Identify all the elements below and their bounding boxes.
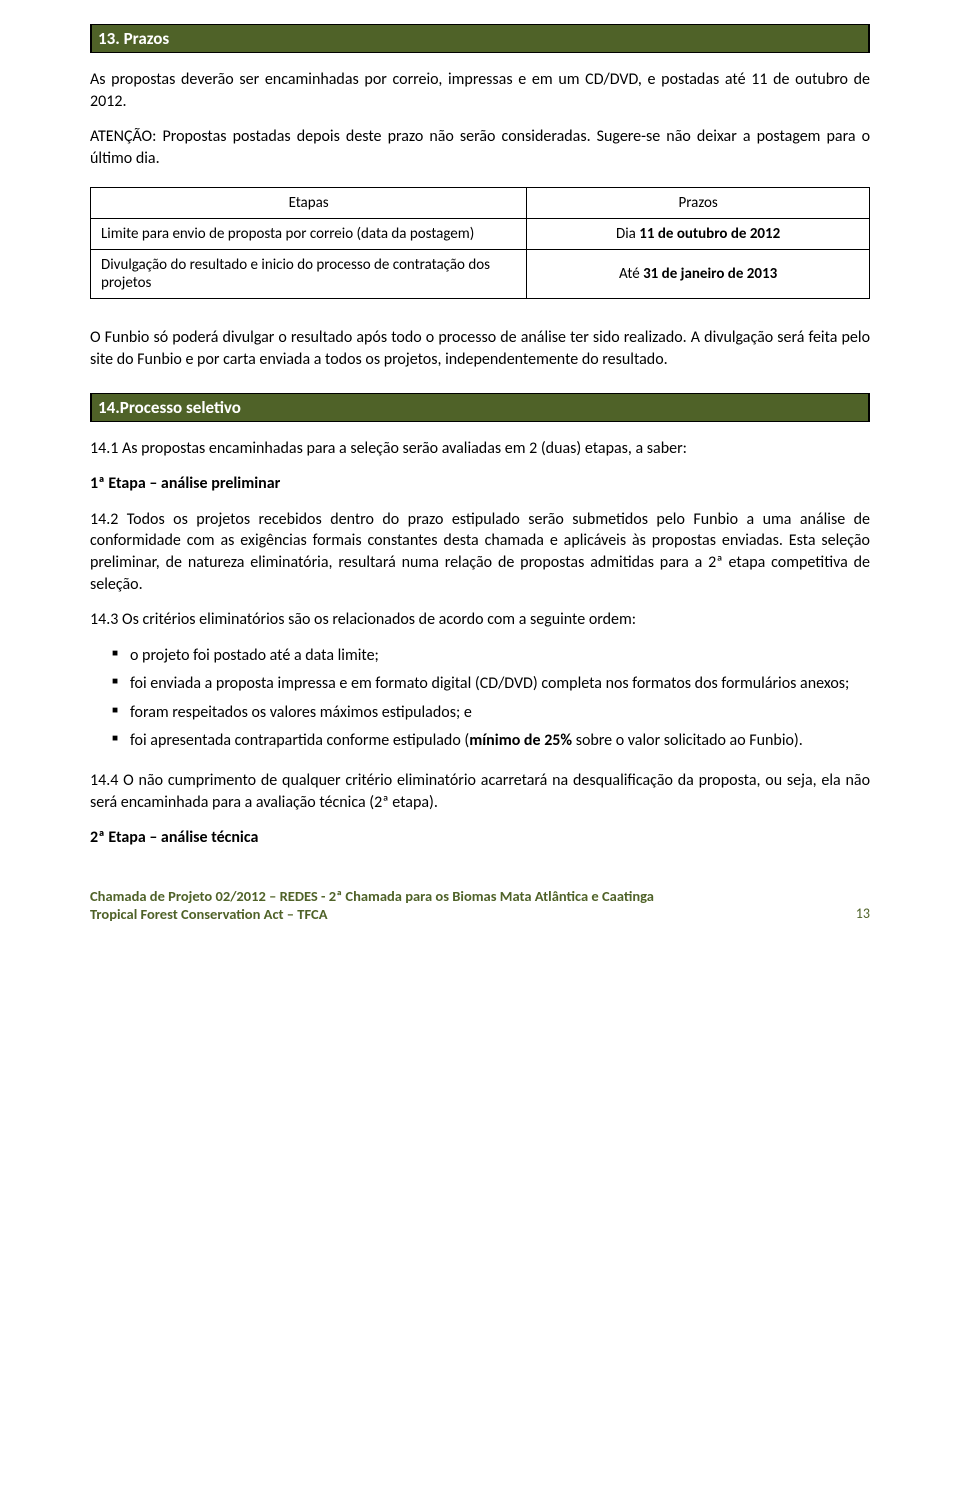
page-footer: Chamada de Projeto 02/2012 – REDES - 2ª …: [90, 887, 870, 923]
table-row: Limite para envio de proposta por correi…: [91, 219, 870, 250]
prazos-table: Etapas Prazos Limite para envio de propo…: [90, 187, 870, 299]
footer-line-2: Tropical Forest Conservation Act – TFCA: [90, 905, 328, 923]
criterios-list: o projeto foi postado até a data limite;…: [90, 645, 870, 753]
table-cell-prazo-prefix: Dia: [616, 225, 639, 243]
table-header-etapas: Etapas: [91, 188, 527, 219]
table-cell-prazo-bold: 11 de outubro de 2012: [639, 225, 780, 243]
section-14-paragraph-1: 14.1 As propostas encaminhadas para a se…: [90, 438, 870, 460]
table-cell-prazo: Dia 11 de outubro de 2012: [527, 219, 870, 250]
table-cell-prazo: Até 31 de janeiro de 2013: [527, 250, 870, 299]
list-item: foi apresentada contrapartida conforme e…: [112, 730, 870, 752]
footer-line-1: Chamada de Projeto 02/2012 – REDES - 2ª …: [90, 887, 870, 905]
table-cell-etapa: Divulgação do resultado e inicio do proc…: [91, 250, 527, 299]
criterio-4-bold: mínimo de 25%: [469, 731, 572, 750]
section-13-heading: 13. Prazos: [90, 24, 870, 53]
table-cell-prazo-prefix: Até: [619, 265, 643, 283]
section-13-paragraph-2: ATENÇÃO: Propostas postadas depois deste…: [90, 126, 870, 169]
table-row: Divulgação do resultado e inicio do proc…: [91, 250, 870, 299]
etapa2-heading: 2ª Etapa – análise técnica: [90, 827, 870, 849]
section-14-paragraph-2: 14.2 Todos os projetos recebidos dentro …: [90, 509, 870, 595]
table-cell-prazo-bold: 31 de janeiro de 2013: [643, 265, 777, 283]
list-item: foram respeitados os valores máximos est…: [112, 702, 870, 724]
section-14-paragraph-4: 14.4 O não cumprimento de qualquer crité…: [90, 770, 870, 813]
section-14-paragraph-3: 14.3 Os critérios eliminatórios são os r…: [90, 609, 870, 631]
table-header-row: Etapas Prazos: [91, 188, 870, 219]
table-header-prazos: Prazos: [527, 188, 870, 219]
section-13-paragraph-1: As propostas deverão ser encaminhadas po…: [90, 69, 870, 112]
section-13-paragraph-3: O Funbio só poderá divulgar o resultado …: [90, 327, 870, 370]
etapa1-heading: 1ª Etapa – análise preliminar: [90, 473, 870, 495]
list-item: foi enviada a proposta impressa e em for…: [112, 673, 870, 695]
criterio-4-part-c: sobre o valor solicitado ao Funbio).: [572, 731, 803, 750]
page-number: 13: [856, 905, 870, 922]
table-cell-etapa: Limite para envio de proposta por correi…: [91, 219, 527, 250]
list-item: o projeto foi postado até a data limite;: [112, 645, 870, 667]
criterio-4-part-a: foi apresentada contrapartida conforme e…: [130, 731, 469, 750]
section-14-heading: 14.Processo seletivo: [90, 393, 870, 422]
